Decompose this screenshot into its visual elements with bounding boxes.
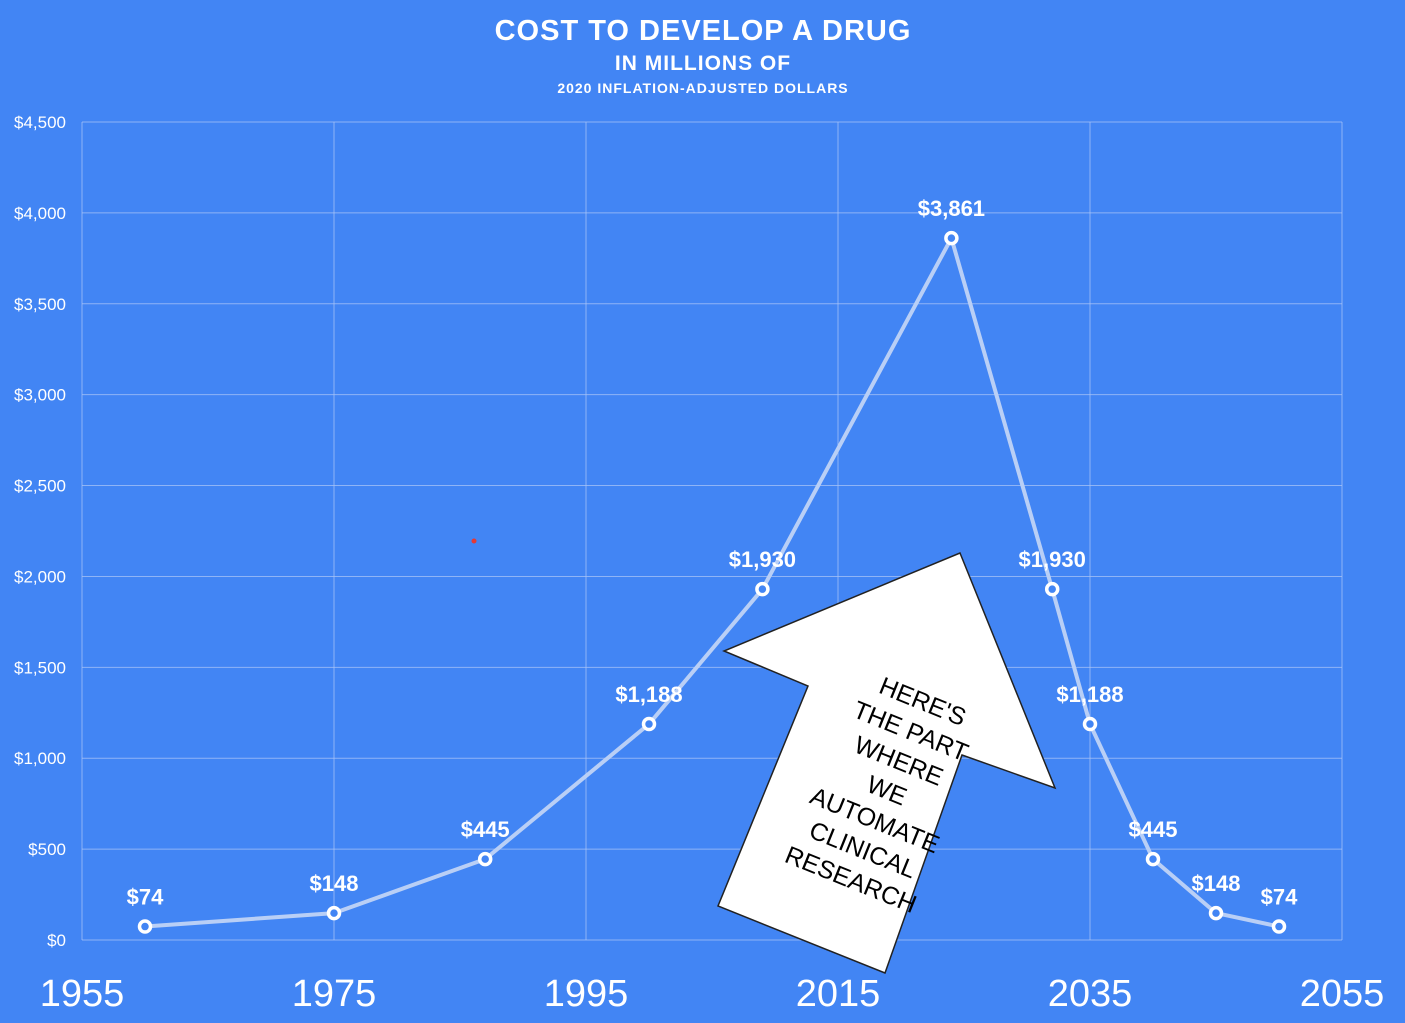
data-label: $74 xyxy=(1261,885,1298,910)
data-label: $148 xyxy=(310,871,359,896)
y-tick-label: $500 xyxy=(28,840,66,859)
x-tick-label: 2035 xyxy=(1048,973,1133,1015)
y-tick-label: $3,500 xyxy=(14,295,66,314)
series-line xyxy=(144,236,1280,929)
y-axis-ticks: $0 $500 $1,000 $1,500 $2,000 $2,500 $3,000 $3,5… xyxy=(14,113,66,950)
data-point xyxy=(641,716,657,732)
data-point xyxy=(1082,716,1098,732)
chart-title: COST TO DEVELOP A DRUG xyxy=(495,15,912,47)
data-label: $1,188 xyxy=(615,682,682,707)
x-tick-label: 1975 xyxy=(292,973,377,1015)
data-point xyxy=(326,905,342,921)
y-tick-label: $4,500 xyxy=(14,113,66,132)
red-dot-mark xyxy=(471,538,477,544)
y-tick-label: $0 xyxy=(47,931,66,950)
y-tick-label: $2,500 xyxy=(14,477,66,496)
x-tick-label: 2015 xyxy=(796,973,881,1015)
y-tick-label: $1,500 xyxy=(14,658,66,677)
data-point xyxy=(944,230,959,246)
data-point xyxy=(137,919,153,934)
y-tick-label: $4,000 xyxy=(14,204,66,223)
data-label: $1,930 xyxy=(1019,547,1086,572)
data-label: $445 xyxy=(1129,817,1178,842)
data-point xyxy=(477,851,493,867)
data-label: $1,188 xyxy=(1056,682,1123,707)
data-label: $445 xyxy=(461,817,510,842)
data-point xyxy=(755,581,770,597)
series-layer: $74 $148 $445 $1,188 $1,930 $3,861 $1,930 $1,18… xyxy=(127,196,1298,934)
chart-subtitle-2: 2020 INFLATION-ADJUSTED DOLLARS xyxy=(557,80,848,96)
arrow-shape xyxy=(717,552,1057,974)
data-label: $1,930 xyxy=(729,547,796,572)
x-tick-label: 1955 xyxy=(40,973,125,1015)
data-label: $148 xyxy=(1192,871,1241,896)
data-point xyxy=(1271,919,1287,934)
x-axis-ticks: 1955 1975 1995 2015 2035 2055 xyxy=(40,973,1385,1015)
data-label: $74 xyxy=(127,885,164,910)
y-tick-label: $2,000 xyxy=(14,567,66,586)
data-point xyxy=(1044,581,1060,597)
data-point xyxy=(1145,851,1161,867)
y-tick-label: $1,000 xyxy=(14,749,66,768)
y-tick-label: $3,000 xyxy=(14,386,66,405)
data-point xyxy=(1208,905,1224,921)
x-tick-label: 2055 xyxy=(1300,973,1385,1015)
x-tick-label: 1995 xyxy=(544,973,629,1015)
data-label: $3,861 xyxy=(918,196,985,221)
chart-subtitle: IN MILLIONS OF xyxy=(615,52,791,75)
